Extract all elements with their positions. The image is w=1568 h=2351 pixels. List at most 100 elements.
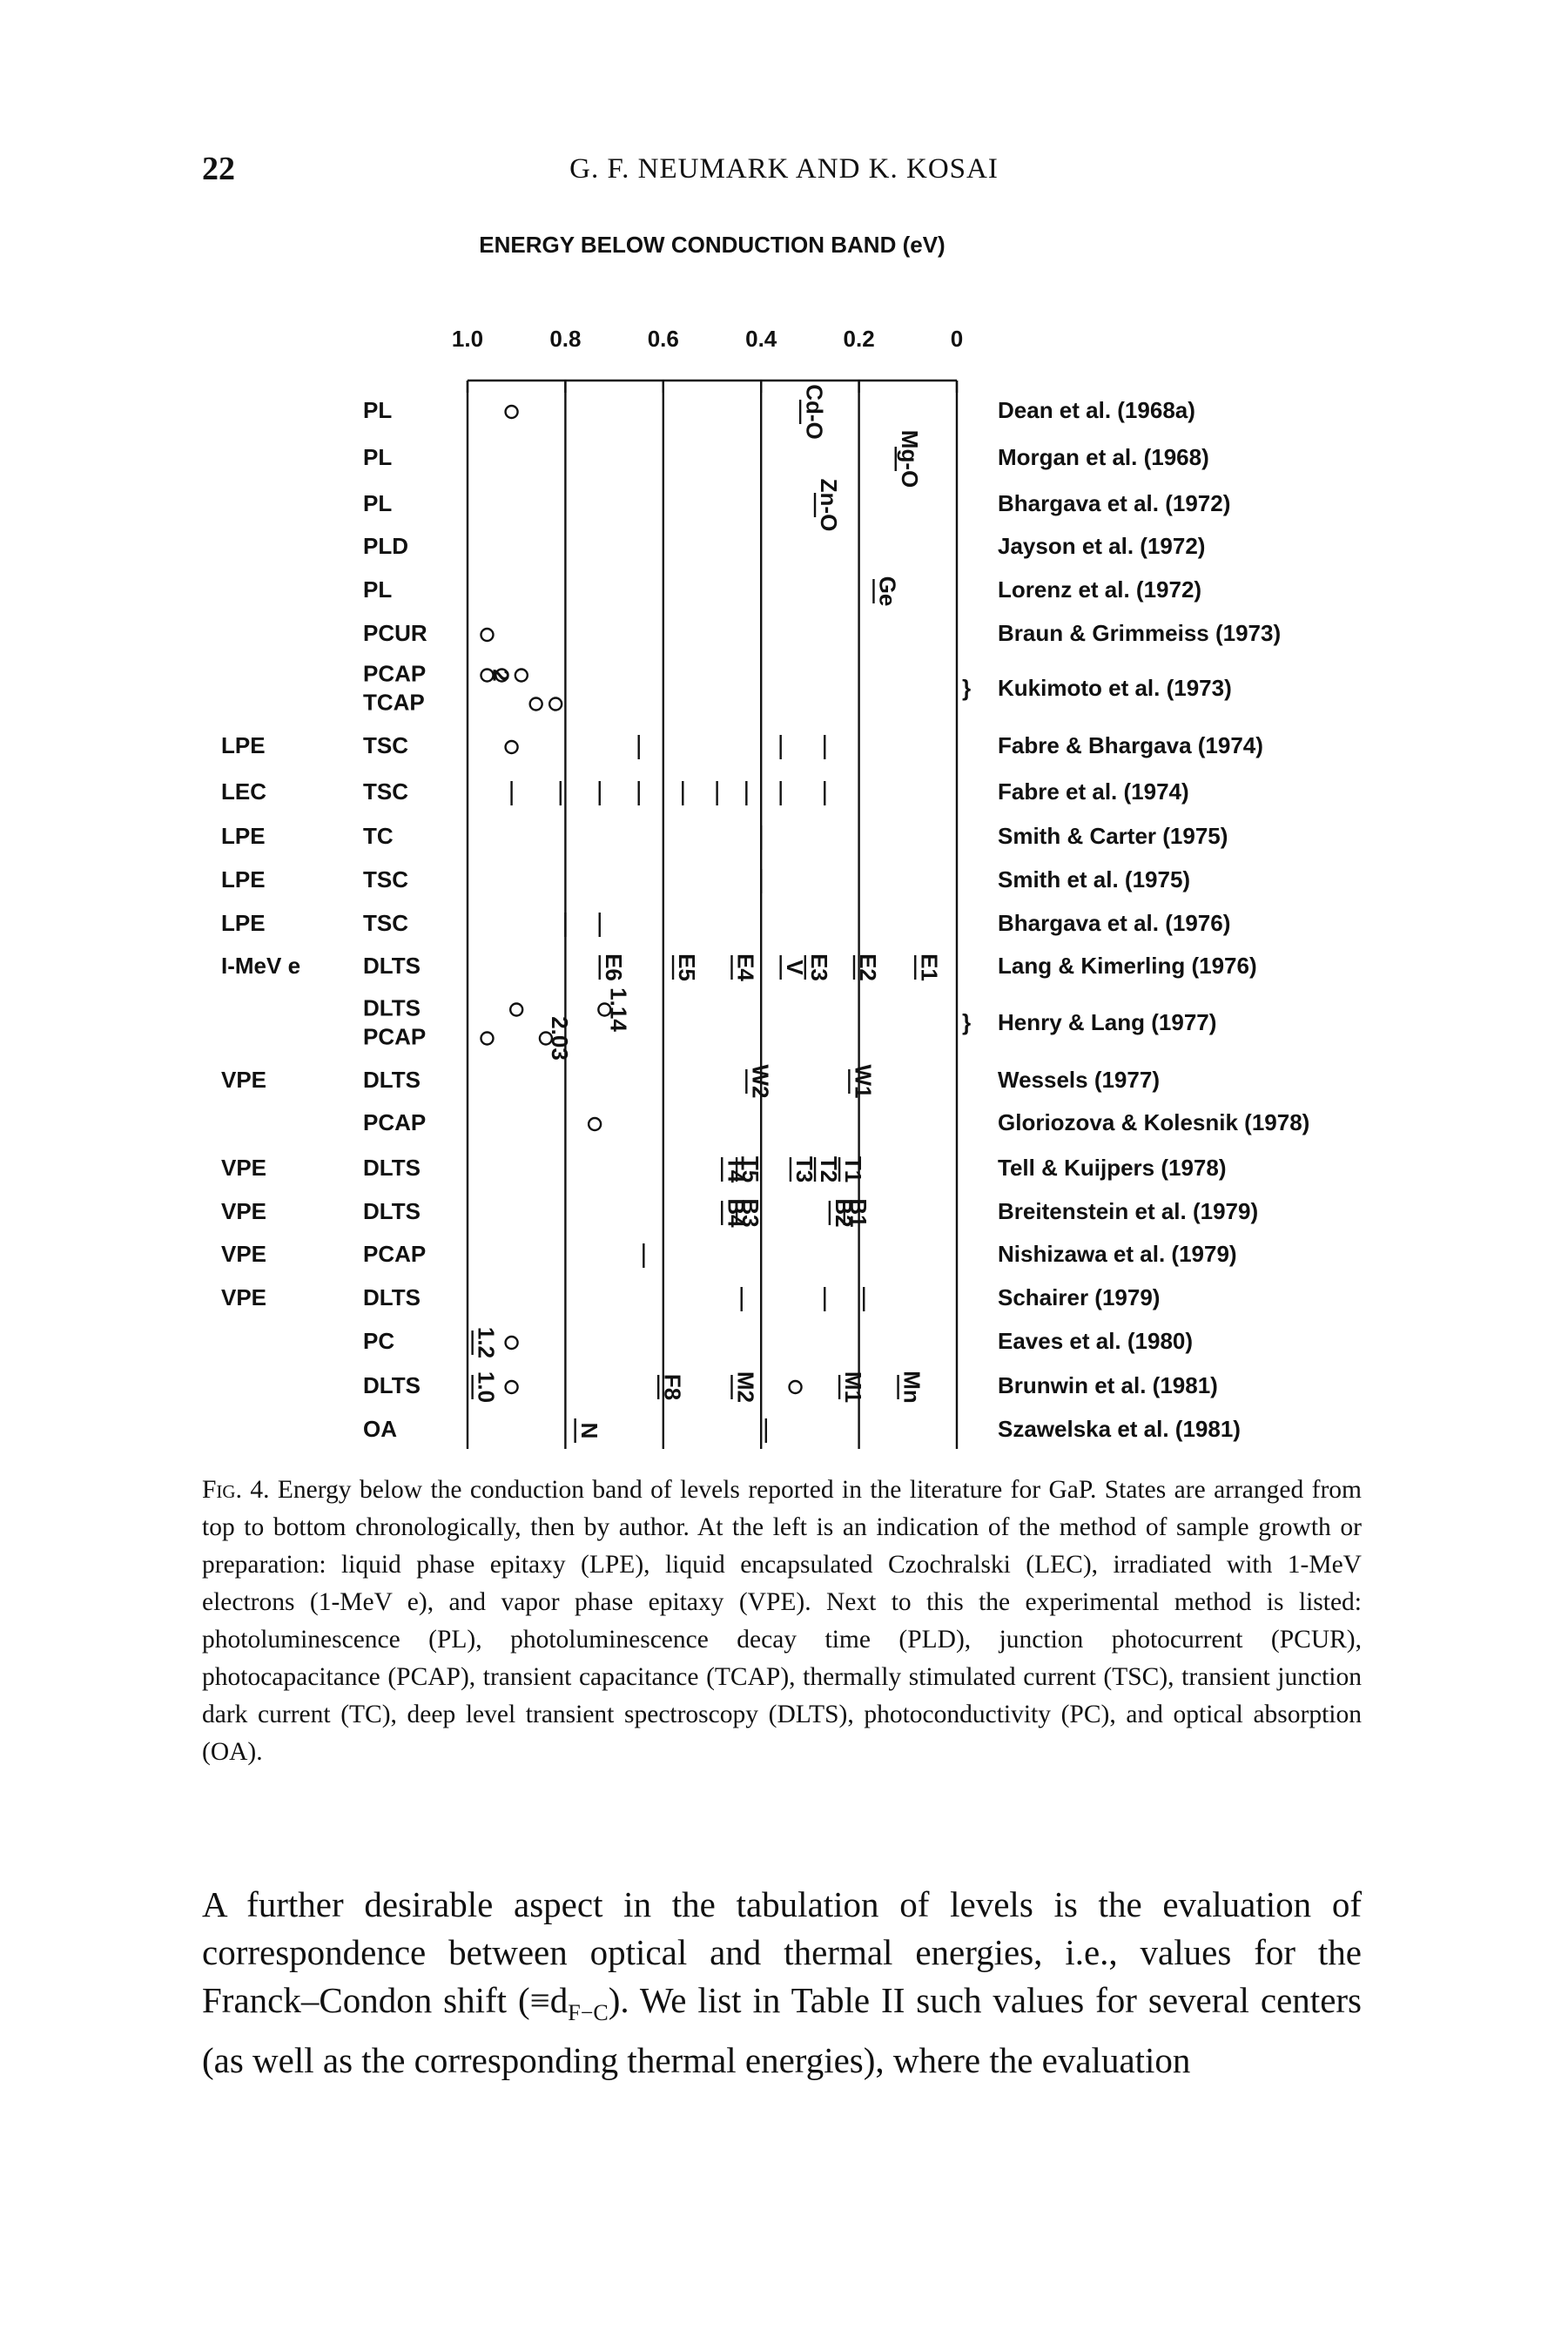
level-circle (514, 668, 529, 683)
technique: PL (363, 444, 392, 470)
reference: Tell & Kuijpers (1978) (998, 1155, 1227, 1181)
x-tick-label: 0.6 (648, 326, 679, 352)
reference: Nishizawa et al. (1979) (998, 1241, 1237, 1267)
method: I-MeV e (221, 953, 300, 979)
technique: DLTS (363, 1198, 421, 1224)
x-tick-label: 0.2 (844, 326, 875, 352)
level-label: Mg-O (897, 430, 923, 488)
technique: TCAP (363, 689, 425, 715)
level-circle (548, 697, 563, 711)
reference: Fabre et al. (1974) (998, 778, 1189, 805)
reference: Smith & Carter (1975) (998, 823, 1228, 849)
level-circle (597, 1002, 612, 1017)
level-label: E5 (674, 953, 700, 981)
reference: Lorenz et al. (1972) (998, 576, 1201, 603)
level-circle (480, 627, 495, 643)
x-tick-label: 0.4 (745, 326, 777, 352)
level-circle (509, 1002, 524, 1017)
method: VPE (221, 1284, 266, 1310)
symbol: ≡d (529, 1980, 569, 2020)
technique: OA (363, 1416, 397, 1442)
level-circle (528, 697, 543, 711)
level-circle (788, 1379, 803, 1395)
reference: Kukimoto et al. (1973) (998, 675, 1232, 701)
brace: } (962, 675, 971, 701)
caption-text: Energy below the conduction band of leve… (202, 1476, 1362, 1766)
level-circle (495, 668, 509, 683)
reference: Schairer (1979) (998, 1284, 1160, 1310)
x-tick-label: 1.0 (452, 326, 483, 352)
body-text: A further desirable aspect in the tabula… (202, 1884, 1362, 2020)
x-tick-label: 0 (951, 326, 963, 352)
figure: ENERGY BELOW CONDUCTION BAND (eV) 1.0 0.8… (221, 232, 1309, 1449)
reference: Braun & Grimmeiss (1973) (998, 620, 1281, 646)
level-label: 2 (488, 669, 515, 681)
level-label: V (782, 960, 808, 975)
level-label: 2.03 (547, 1016, 573, 1061)
caption: Fig. 4. Energy below the conduction band… (202, 1472, 1362, 1771)
technique: DLTS (363, 1155, 421, 1181)
level-label: E3 (806, 953, 832, 981)
body-text: ). We list in Table II such values for s… (202, 1980, 1362, 2081)
reference: Brunwin et al. (1981) (998, 1372, 1218, 1398)
level-label: T5 (737, 1156, 764, 1182)
method: LPE (221, 732, 266, 758)
reference: Breitenstein et al. (1979) (998, 1198, 1258, 1224)
reference: Smith et al. (1975) (998, 866, 1190, 893)
level-label: 1.14 (605, 987, 631, 1032)
method: VPE (221, 1155, 266, 1181)
level-label: Zn-O (816, 479, 842, 532)
caption-label: Fig. 4. (202, 1476, 270, 1504)
level-circle (480, 1031, 495, 1046)
level-label: 1.2 (474, 1327, 500, 1358)
reference: Fabre & Bhargava (1974) (998, 732, 1263, 758)
level-circle (504, 1379, 519, 1395)
method: VPE (221, 1241, 266, 1267)
reference: Wessels (1977) (998, 1067, 1160, 1093)
technique: DLTS (363, 994, 421, 1021)
level-label: T2 (816, 1156, 842, 1182)
reference: Gloriozova & Kolesnik (1978) (998, 1109, 1309, 1135)
technique: TC (363, 823, 394, 849)
technique: PL (363, 490, 392, 516)
method: VPE (221, 1198, 266, 1224)
method: LPE (221, 910, 266, 936)
level-label: E6 (601, 953, 627, 981)
running-head: G. F. NEUMARK AND K. KOSAI (569, 153, 999, 185)
method: LPE (221, 823, 266, 849)
reference: Morgan et al. (1968) (998, 444, 1209, 470)
technique: TSC (363, 910, 408, 936)
level-circle (504, 739, 519, 755)
technique: TSC (363, 778, 408, 805)
technique: PC (363, 1328, 394, 1354)
technique: PL (363, 576, 392, 603)
reference: Bhargava et al. (1972) (998, 490, 1230, 516)
technique: PCUR (363, 620, 427, 646)
level-circle (504, 404, 519, 420)
level-label: N (576, 1423, 602, 1439)
level-label: 1.0 (474, 1371, 500, 1403)
technique: PL (363, 397, 392, 423)
level-label: Ge (875, 576, 901, 607)
level-label: E4 (733, 953, 759, 981)
technique: TSC (363, 866, 408, 893)
reference: Jayson et al. (1972) (998, 533, 1205, 559)
technique: TSC (363, 732, 408, 758)
technique: DLTS (363, 953, 421, 979)
technique: DLTS (363, 1372, 421, 1398)
level-circle (480, 668, 495, 683)
method: VPE (221, 1067, 266, 1093)
page-number: 22 (202, 151, 235, 187)
reference: Lang & Kimerling (1976) (998, 953, 1257, 979)
method: LPE (221, 866, 266, 893)
level-label: M2 (733, 1371, 759, 1403)
level-circle (587, 1116, 602, 1132)
level-label: F8 (659, 1374, 685, 1400)
technique: PLD (363, 533, 408, 559)
body-paragraph: A further desirable aspect in the tabula… (202, 1881, 1362, 2085)
x-tick-label: 0.8 (549, 326, 581, 352)
reference: Szawelska et al. (1981) (998, 1416, 1241, 1442)
technique: DLTS (363, 1284, 421, 1310)
level-label: T3 (791, 1156, 818, 1182)
reference: Henry & Lang (1977) (998, 1009, 1216, 1035)
